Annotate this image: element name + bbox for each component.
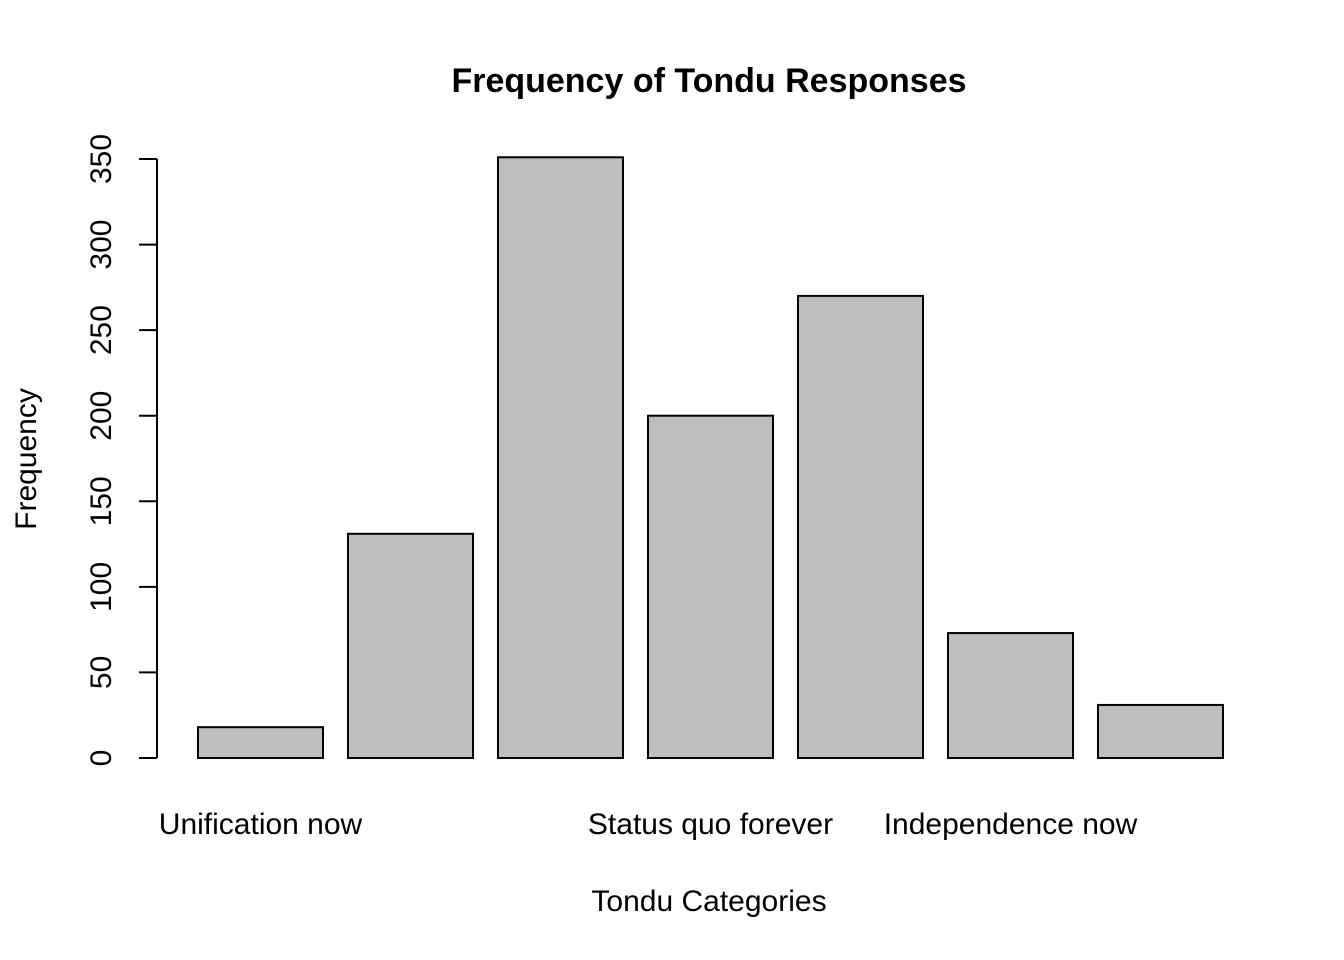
chart-title: Frequency of Tondu Responses bbox=[451, 62, 966, 100]
y-tick-label: 150 bbox=[85, 476, 118, 526]
x-tick-label: Independence now bbox=[884, 808, 1138, 841]
y-tick-label: 100 bbox=[85, 562, 118, 612]
bar bbox=[797, 294, 924, 759]
x-tick-labels: Unification now Status quo forever Indepen… bbox=[159, 808, 1138, 841]
y-tick-label: 350 bbox=[85, 134, 118, 184]
y-tick-label: 300 bbox=[85, 220, 118, 270]
bars bbox=[197, 156, 1224, 760]
y-tick-label: 200 bbox=[85, 391, 118, 441]
bar bbox=[497, 156, 624, 759]
y-axis-label: Frequency bbox=[10, 388, 43, 530]
bar bbox=[1097, 703, 1224, 760]
y-tick-label: 250 bbox=[85, 305, 118, 355]
bar bbox=[947, 632, 1074, 760]
bar bbox=[347, 532, 474, 759]
bar bbox=[647, 414, 774, 759]
x-tick-label: Status quo forever bbox=[588, 808, 833, 841]
y-tick-label: 50 bbox=[85, 656, 118, 689]
y-tick-label: 0 bbox=[85, 750, 118, 767]
bar bbox=[197, 726, 324, 759]
y-axis: 0 50 100 150 200 250 300 350 bbox=[85, 134, 158, 767]
x-tick-label: Unification now bbox=[159, 808, 363, 841]
x-axis-label: Tondu Categories bbox=[591, 885, 826, 918]
